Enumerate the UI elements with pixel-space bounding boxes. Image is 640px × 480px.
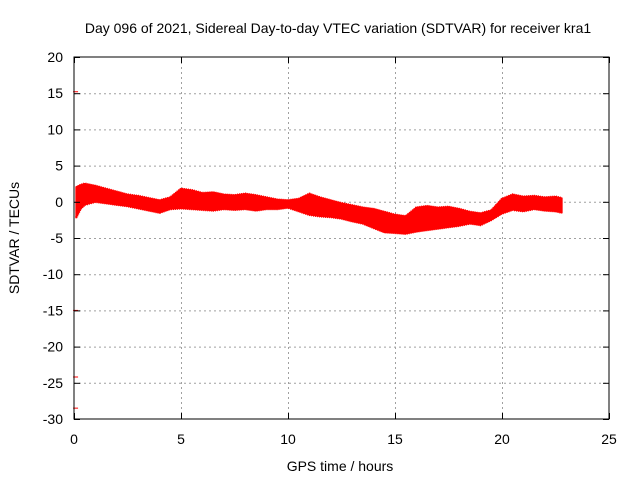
y-tick-label: -15 bbox=[43, 302, 63, 318]
y-tick-labels: 20 15 10 5 0 -5 -10 -15 -20 -25 -30 bbox=[43, 49, 63, 427]
chart-title: Day 096 of 2021, Sidereal Day-to-day VTE… bbox=[85, 20, 591, 36]
x-tick-label: 20 bbox=[494, 431, 510, 447]
x-tick-label: 5 bbox=[177, 431, 185, 447]
x-tick-label: 10 bbox=[280, 431, 296, 447]
sdtvar-lower-scatter bbox=[74, 200, 563, 235]
y-axis-label: SDTVAR / TECUs bbox=[6, 182, 22, 294]
y-tick-label: -5 bbox=[51, 230, 64, 246]
y-tick-label: 5 bbox=[55, 158, 63, 174]
y-tick-label: -10 bbox=[43, 266, 63, 282]
y-tick-label: 10 bbox=[47, 121, 63, 137]
x-tick-label: 0 bbox=[70, 431, 78, 447]
y-tick-label: 15 bbox=[47, 85, 63, 101]
x-tick-labels: 0 5 10 15 20 25 bbox=[70, 431, 617, 447]
y-tick-label: -30 bbox=[43, 411, 63, 427]
x-tick-label: 25 bbox=[601, 431, 617, 447]
y-tick-label: -25 bbox=[43, 375, 63, 391]
y-tick-label: -20 bbox=[43, 339, 63, 355]
y-tick-label: 20 bbox=[47, 49, 63, 65]
x-tick-label: 15 bbox=[387, 431, 403, 447]
x-axis-label: GPS time / hours bbox=[287, 458, 394, 474]
axis-ticks bbox=[74, 57, 610, 420]
y-tick-label: 0 bbox=[55, 194, 63, 210]
